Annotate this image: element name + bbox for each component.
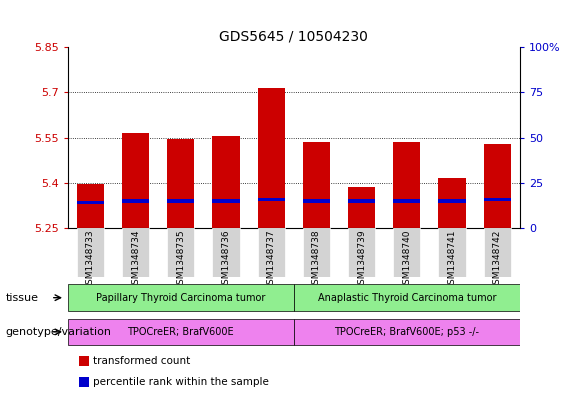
Text: Papillary Thyroid Carcinoma tumor: Papillary Thyroid Carcinoma tumor xyxy=(96,293,266,303)
Bar xyxy=(167,139,194,228)
Bar xyxy=(79,356,89,366)
Bar xyxy=(122,133,149,228)
Text: GSM1348735: GSM1348735 xyxy=(176,230,185,290)
FancyBboxPatch shape xyxy=(303,228,330,277)
FancyBboxPatch shape xyxy=(348,228,375,277)
Text: GSM1348736: GSM1348736 xyxy=(221,230,231,290)
FancyBboxPatch shape xyxy=(294,319,520,345)
Bar xyxy=(212,136,240,228)
FancyBboxPatch shape xyxy=(167,228,194,277)
FancyBboxPatch shape xyxy=(294,285,520,311)
FancyBboxPatch shape xyxy=(258,228,285,277)
FancyBboxPatch shape xyxy=(438,228,466,277)
Text: GSM1348741: GSM1348741 xyxy=(447,230,457,290)
Bar xyxy=(77,184,104,228)
Bar xyxy=(348,199,375,203)
FancyBboxPatch shape xyxy=(68,285,294,311)
Bar xyxy=(484,143,511,228)
FancyBboxPatch shape xyxy=(212,228,240,277)
Text: percentile rank within the sample: percentile rank within the sample xyxy=(93,376,269,387)
Text: TPOCreER; BrafV600E: TPOCreER; BrafV600E xyxy=(128,327,234,337)
Text: GSM1348733: GSM1348733 xyxy=(86,230,95,290)
Bar xyxy=(303,142,330,228)
Text: genotype/variation: genotype/variation xyxy=(6,327,112,337)
Text: transformed count: transformed count xyxy=(93,356,190,366)
Text: GSM1348742: GSM1348742 xyxy=(493,230,502,290)
Bar xyxy=(212,199,240,203)
Bar xyxy=(393,142,420,228)
FancyBboxPatch shape xyxy=(68,319,294,345)
Text: GSM1348740: GSM1348740 xyxy=(402,230,411,290)
Bar xyxy=(393,199,420,203)
Title: GDS5645 / 10504230: GDS5645 / 10504230 xyxy=(219,29,368,43)
Bar xyxy=(438,178,466,228)
Bar xyxy=(167,199,194,203)
Text: GSM1348734: GSM1348734 xyxy=(131,230,140,290)
Bar xyxy=(484,198,511,202)
Text: TPOCreER; BrafV600E; p53 -/-: TPOCreER; BrafV600E; p53 -/- xyxy=(334,327,479,337)
Bar xyxy=(79,377,89,387)
Bar xyxy=(258,198,285,202)
Bar xyxy=(77,200,104,204)
Text: Anaplastic Thyroid Carcinoma tumor: Anaplastic Thyroid Carcinoma tumor xyxy=(318,293,496,303)
Text: GSM1348737: GSM1348737 xyxy=(267,230,276,290)
Bar xyxy=(258,88,285,228)
Bar xyxy=(303,199,330,203)
FancyBboxPatch shape xyxy=(122,228,149,277)
Bar xyxy=(438,199,466,203)
FancyBboxPatch shape xyxy=(484,228,511,277)
FancyBboxPatch shape xyxy=(77,228,104,277)
Bar xyxy=(122,199,149,203)
Text: GSM1348739: GSM1348739 xyxy=(357,230,366,290)
FancyBboxPatch shape xyxy=(393,228,420,277)
Bar xyxy=(348,187,375,228)
Text: GSM1348738: GSM1348738 xyxy=(312,230,321,290)
Text: tissue: tissue xyxy=(6,293,38,303)
